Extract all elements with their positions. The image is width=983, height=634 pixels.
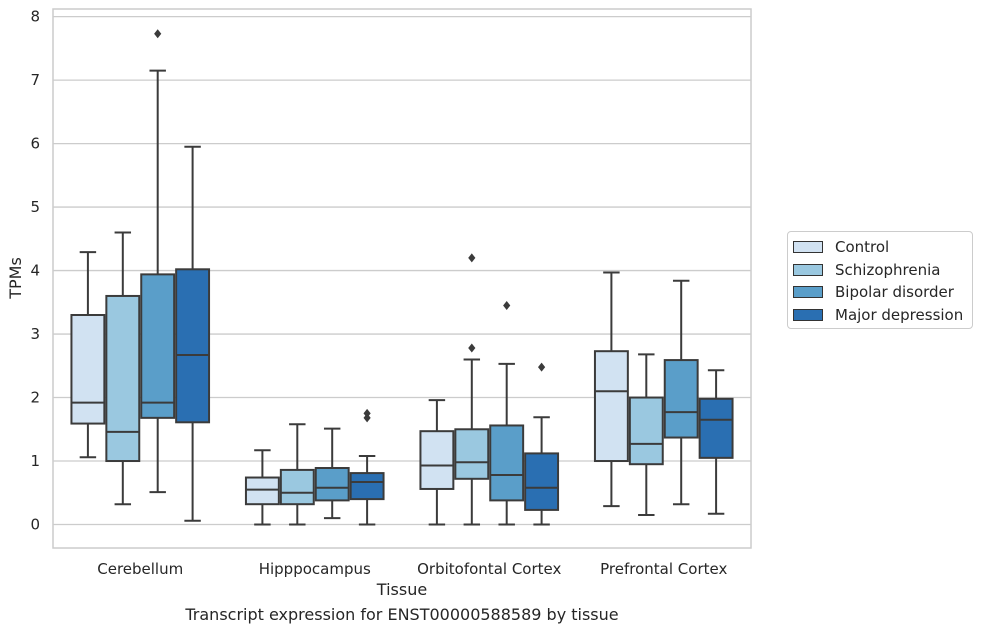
x-tick-label: Prefrontal Cortex [600, 560, 727, 578]
box-major-depression [349, 408, 385, 526]
outlier-point [468, 343, 476, 353]
y-tick-label: 6 [30, 135, 40, 153]
y-tick-label: 3 [30, 325, 40, 343]
box-schizophrenia [628, 353, 664, 516]
box-iqr [593, 350, 629, 463]
legend-item: Schizophrenia [788, 259, 972, 282]
box-bipolar-disorder [663, 279, 699, 506]
legend-swatch [793, 308, 823, 321]
y-tick-label: 7 [30, 71, 40, 89]
box-groups [70, 29, 734, 526]
x-tick-label: Cerebellum [97, 560, 183, 578]
legend-item: Major depression [788, 304, 972, 327]
outlier-point [468, 253, 476, 263]
box-iqr [419, 430, 455, 490]
box-major-depression [698, 369, 734, 515]
y-tick-label: 0 [30, 516, 40, 534]
legend-item: Control [788, 236, 972, 259]
box-iqr [140, 273, 176, 419]
box-iqr [628, 396, 664, 466]
outlier-point [363, 408, 371, 418]
box-iqr [70, 314, 106, 425]
y-tick-label: 1 [30, 452, 40, 470]
y-tick-label: 4 [30, 262, 40, 280]
outlier-point [503, 300, 511, 310]
box-iqr [698, 397, 734, 459]
box-schizophrenia [105, 231, 141, 506]
plot-frame [52, 8, 752, 549]
box-iqr [454, 428, 490, 480]
box-iqr [489, 424, 525, 502]
box-iqr [524, 452, 560, 511]
x-tick-label: Orbitofontal Cortex [417, 560, 561, 578]
box-iqr [349, 472, 385, 501]
chart-caption: Transcript expression for ENST0000058858… [185, 605, 619, 624]
legend-swatch [793, 241, 823, 254]
box-bipolar-disorder [489, 300, 525, 526]
y-tick-label: 5 [30, 198, 40, 216]
legend: Control Schizophrenia Bipolar disorder Majo… [787, 231, 973, 329]
box-iqr [105, 294, 141, 463]
box-bipolar-disorder [140, 29, 176, 494]
y-axis-ticks: 0 1 2 3 4 5 6 7 8 [30, 8, 40, 534]
box-control [593, 271, 629, 508]
box-control [70, 251, 106, 459]
box-iqr [244, 476, 280, 506]
legend-swatch [793, 286, 823, 299]
box-iqr [314, 467, 350, 502]
box-major-depression [524, 362, 560, 526]
box-control [244, 449, 280, 526]
box-major-depression [175, 145, 211, 522]
y-axis-label: TPMs [6, 257, 25, 300]
legend-item: Bipolar disorder [788, 281, 972, 304]
x-axis-ticks: Cerebellum Hipppocampus Orbitofontal Corte… [97, 560, 727, 578]
x-axis-label: Tissue [376, 580, 427, 599]
y-tick-label: 2 [30, 389, 40, 407]
y-tick-label: 8 [30, 8, 40, 26]
box-schizophrenia [279, 423, 315, 526]
legend-label: Control [835, 238, 890, 257]
box-schizophrenia [454, 253, 490, 526]
legend-label: Major depression [835, 305, 964, 324]
legend-swatch [793, 263, 823, 276]
legend-label: Schizophrenia [835, 260, 941, 279]
x-tick-label: Hipppocampus [259, 560, 371, 578]
box-control [419, 399, 455, 526]
box-iqr [279, 468, 315, 506]
outlier-point [538, 362, 546, 372]
legend-label: Bipolar disorder [835, 283, 954, 302]
box-iqr [175, 268, 211, 424]
box-iqr [663, 359, 699, 439]
box-bipolar-disorder [314, 427, 350, 520]
outlier-point [154, 29, 162, 39]
